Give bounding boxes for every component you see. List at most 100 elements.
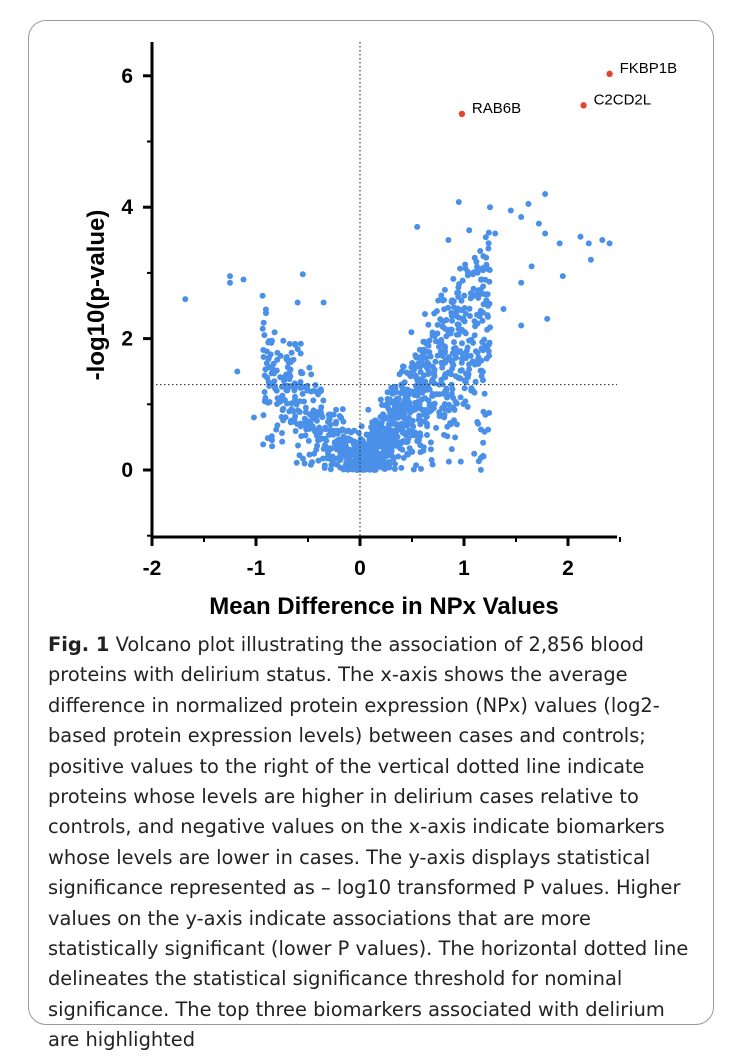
data-point bbox=[337, 453, 344, 460]
data-point bbox=[300, 455, 306, 462]
data-point bbox=[431, 380, 438, 387]
data-point bbox=[441, 401, 448, 408]
data-point bbox=[265, 354, 272, 361]
data-point bbox=[301, 398, 307, 405]
data-point bbox=[428, 407, 435, 414]
data-point bbox=[459, 350, 466, 357]
data-point bbox=[348, 460, 355, 467]
data-point bbox=[480, 439, 487, 446]
data-point bbox=[393, 426, 400, 432]
data-point bbox=[429, 461, 436, 468]
data-point bbox=[321, 462, 328, 469]
data-point bbox=[302, 416, 309, 423]
data-point bbox=[306, 451, 313, 458]
data-point bbox=[319, 435, 325, 442]
data-point bbox=[262, 366, 269, 373]
data-point bbox=[409, 360, 416, 366]
data-point bbox=[332, 420, 339, 426]
data-point bbox=[559, 273, 566, 280]
data-point bbox=[478, 276, 484, 283]
data-point bbox=[277, 398, 284, 405]
data-point bbox=[434, 321, 441, 328]
highlighted-points: FKBP1B C2CD2L RAB6B bbox=[458, 60, 677, 118]
data-point bbox=[265, 379, 272, 385]
data-point bbox=[423, 413, 430, 420]
data-point bbox=[391, 466, 398, 472]
data-point bbox=[577, 233, 584, 240]
data-point bbox=[315, 391, 322, 398]
data-point bbox=[485, 240, 492, 247]
data-point bbox=[397, 439, 404, 446]
data-point bbox=[384, 389, 391, 396]
data-point bbox=[280, 374, 287, 381]
data-point bbox=[374, 457, 381, 464]
data-point bbox=[449, 350, 456, 357]
highlight-label: RAB6B bbox=[472, 100, 521, 117]
data-point bbox=[283, 354, 290, 360]
data-point bbox=[306, 364, 313, 371]
data-point bbox=[227, 279, 233, 286]
data-point bbox=[475, 458, 482, 465]
data-point bbox=[344, 456, 351, 463]
y-tick-label: 4 bbox=[121, 196, 133, 219]
data-point bbox=[317, 429, 324, 436]
data-point bbox=[415, 383, 422, 390]
data-point bbox=[337, 464, 344, 471]
data-point bbox=[482, 234, 489, 241]
data-point bbox=[471, 450, 478, 457]
data-point bbox=[182, 296, 189, 303]
data-point bbox=[445, 304, 452, 311]
data-point bbox=[340, 443, 347, 450]
data-point bbox=[461, 385, 468, 392]
data-point bbox=[354, 450, 361, 457]
data-point bbox=[483, 297, 490, 304]
data-point bbox=[307, 461, 314, 468]
data-point bbox=[447, 420, 454, 427]
data-point bbox=[260, 441, 267, 448]
data-point bbox=[270, 368, 277, 375]
data-point bbox=[343, 450, 350, 457]
data-point bbox=[296, 409, 303, 415]
data-point bbox=[290, 356, 297, 363]
data-point bbox=[312, 428, 319, 435]
data-point bbox=[470, 387, 477, 394]
data-point bbox=[417, 432, 424, 439]
data-point bbox=[472, 378, 479, 385]
data-point bbox=[452, 345, 459, 351]
data-point bbox=[462, 398, 469, 405]
data-point bbox=[462, 379, 469, 386]
data-point bbox=[284, 387, 291, 394]
data-point bbox=[542, 191, 549, 198]
data-point bbox=[259, 325, 266, 332]
data-point bbox=[286, 340, 293, 347]
data-point bbox=[474, 320, 481, 327]
data-point bbox=[319, 414, 326, 421]
data-point bbox=[260, 412, 267, 419]
data-point bbox=[297, 340, 304, 347]
data-point bbox=[274, 356, 281, 363]
data-point bbox=[425, 321, 432, 328]
data-point bbox=[457, 265, 464, 272]
data-point bbox=[482, 411, 489, 418]
data-point bbox=[441, 343, 448, 350]
data-point bbox=[463, 347, 470, 354]
data-point bbox=[353, 455, 360, 462]
data-point bbox=[411, 392, 418, 398]
data-point bbox=[404, 420, 411, 427]
data-point bbox=[378, 438, 385, 445]
data-point bbox=[377, 451, 384, 458]
data-point bbox=[271, 378, 278, 385]
data-point bbox=[410, 466, 417, 473]
data-point bbox=[260, 319, 267, 326]
data-point bbox=[431, 366, 438, 373]
data-point bbox=[227, 273, 233, 280]
data-point bbox=[480, 283, 487, 290]
data-point bbox=[359, 437, 366, 444]
data-point bbox=[444, 393, 451, 400]
data-point bbox=[383, 465, 390, 471]
data-point bbox=[282, 414, 289, 421]
data-point bbox=[326, 411, 333, 418]
data-point bbox=[482, 276, 489, 283]
data-point bbox=[464, 374, 471, 381]
data-point bbox=[417, 442, 424, 449]
